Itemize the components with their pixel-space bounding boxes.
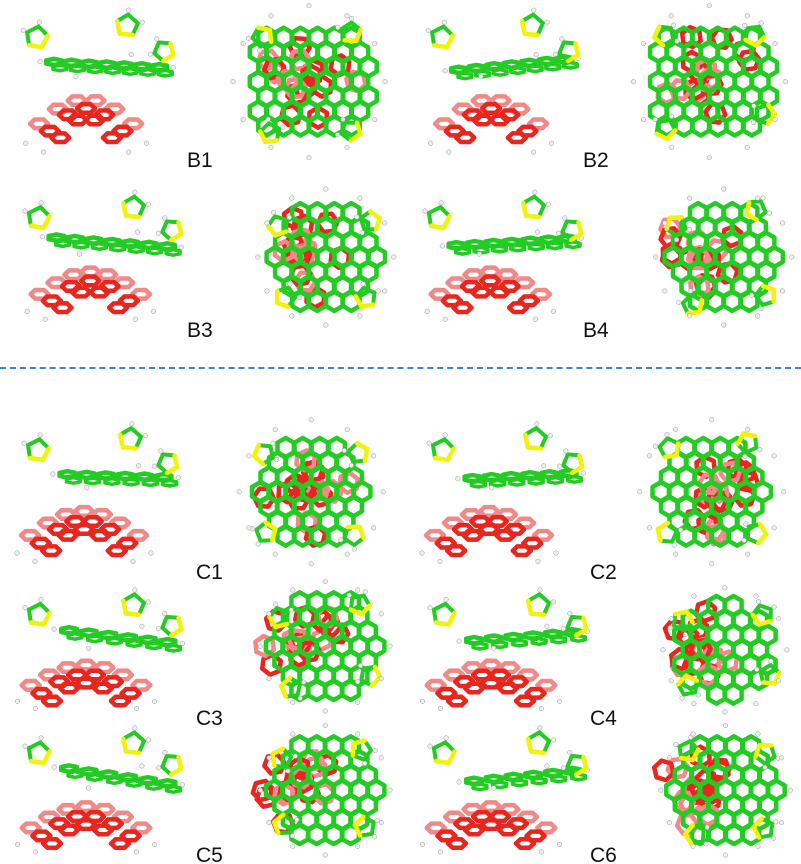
- molecule-top-icon: [253, 578, 393, 714]
- label-b3: B3: [187, 319, 213, 342]
- molecule-side-icon: [425, 7, 581, 155]
- section-divider: [0, 367, 801, 369]
- molecule-top-icon: [230, 3, 388, 161]
- label-b4: B4: [583, 319, 609, 342]
- molecule-side-icon: [20, 7, 176, 155]
- molecule-side-icon: [419, 725, 590, 855]
- molecule-top-icon: [250, 722, 393, 858]
- c6-top-view: [620, 722, 801, 864]
- molecule-side-icon: [14, 587, 185, 712]
- b1-side-view: [0, 0, 205, 170]
- b2-side-view: [405, 0, 610, 170]
- b3-side-view: [0, 185, 215, 335]
- molecule-top-icon: [630, 3, 788, 161]
- c4-side-view: [405, 585, 620, 720]
- label-b2: B2: [583, 149, 609, 172]
- c5-side-view: [0, 722, 215, 864]
- molecule-top-icon: [255, 186, 397, 328]
- label-c2: C2: [590, 561, 617, 584]
- molecule-side-icon: [419, 587, 590, 712]
- b1-top-view: [205, 0, 405, 170]
- b4-top-view: [615, 185, 801, 335]
- c3-top-view: [215, 578, 405, 720]
- molecule-top-icon: [637, 417, 787, 567]
- c3-side-view: [0, 585, 215, 720]
- molecule-side-icon: [422, 189, 584, 322]
- molecule-top-icon: [651, 722, 793, 858]
- c1-top-view: [215, 415, 400, 575]
- molecule-top-icon: [236, 417, 386, 567]
- label-c6: C6: [590, 844, 617, 864]
- b3-top-view: [215, 185, 405, 335]
- molecule-side-icon: [419, 421, 586, 564]
- label-c4: C4: [590, 707, 617, 730]
- molecule-side-icon: [14, 421, 181, 564]
- molecule-top-icon: [660, 585, 790, 715]
- b2-top-view: [610, 0, 801, 170]
- molecule-side-icon: [14, 725, 185, 855]
- c1-side-view: [0, 415, 210, 575]
- c4-top-view: [620, 585, 801, 720]
- c5-top-view: [215, 722, 405, 864]
- label-c1: C1: [196, 561, 223, 584]
- c2-side-view: [405, 415, 615, 575]
- molecule-top-icon: [653, 186, 795, 328]
- c2-top-view: [615, 415, 801, 575]
- c6-side-view: [405, 722, 620, 864]
- label-b1: B1: [187, 149, 213, 172]
- molecule-side-icon: [22, 189, 184, 322]
- label-c3: C3: [196, 707, 223, 730]
- label-c5: C5: [196, 844, 223, 864]
- b4-side-view: [400, 185, 615, 335]
